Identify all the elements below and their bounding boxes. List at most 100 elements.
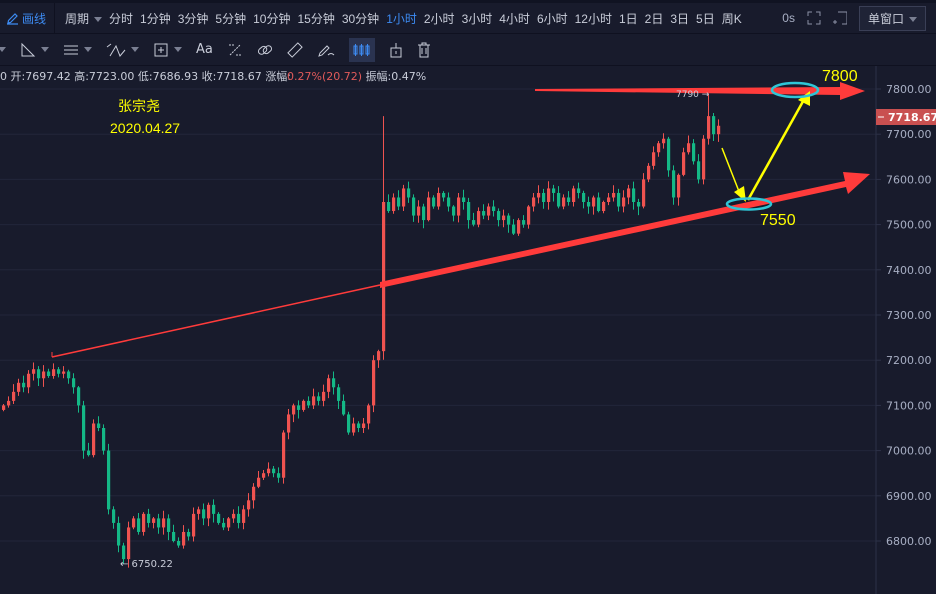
candle [582,190,586,209]
trend-line-thin[interactable] [51,284,381,358]
candlestick-chart[interactable]: 7800.00 7700.00 7600.00 7500.00 7400.00 7300.… [0,66,936,594]
candle [617,188,621,212]
period-10分钟[interactable]: 10分钟 [253,11,291,26]
candle-body [202,509,206,519]
candle-body [127,527,131,560]
period-dropdown[interactable]: 周期 [65,10,103,27]
period-1分钟[interactable]: 1分钟 [140,11,171,26]
pencil-tool[interactable] [317,38,335,62]
ruler-tool[interactable] [287,38,303,62]
delete-tool[interactable] [417,38,431,62]
candle-body [472,220,476,225]
period-1日[interactable]: 1日 [618,11,638,26]
candle [642,173,646,209]
candle-body [697,161,701,180]
fullscreen-icon[interactable] [807,11,821,25]
period-4小时[interactable]: 4小时 [499,11,530,26]
up-arrow-line[interactable] [746,95,808,201]
period-5日[interactable]: 5日 [696,11,715,26]
candle [257,470,261,489]
period-3分钟[interactable]: 3分钟 [177,11,209,26]
candle [637,198,641,216]
candle [357,421,361,433]
candle-body [497,211,501,221]
candle-body [542,192,546,202]
link-tool[interactable] [257,38,273,62]
period-15分钟[interactable]: 15分钟 [297,11,335,26]
target-ellipse-high[interactable] [770,81,820,99]
add-window-icon[interactable] [832,11,847,25]
candle-body [22,382,26,388]
candle [662,133,666,149]
low-marker: ← 6750.22 [120,559,173,570]
candle [697,154,701,184]
trash-icon [417,42,430,57]
candle [442,191,446,202]
candle-body [32,369,36,374]
candle-body [87,450,91,456]
target-ellipse-low[interactable] [725,197,773,211]
candle [507,213,511,233]
candle [717,119,721,142]
candle [352,417,356,436]
tool-dropdown[interactable] [0,38,6,62]
candle-body [597,197,601,212]
ruler-icon [287,41,303,58]
candle [422,203,426,229]
candle [92,419,96,458]
user-drawings[interactable]: 7800 7550 张宗尧 2020.04.27 7790 → ← 6750.2… [51,68,870,570]
window-mode-select[interactable]: 单窗口 [858,5,926,31]
trend-arrow[interactable] [380,172,870,288]
candle-body [302,400,306,410]
chevron-down-icon [41,47,49,52]
candle-body [562,197,566,207]
candle-body [362,423,366,428]
candle [542,188,546,209]
draw-button[interactable]: 画线 [0,3,56,33]
candle [172,524,176,543]
period-5分钟[interactable]: 5分钟 [215,11,247,26]
candle [242,505,246,530]
amplitude-value: 振幅:0.47% [365,70,427,83]
period-1小时[interactable]: 1小时 [386,11,417,26]
period-2日[interactable]: 2日 [644,11,664,26]
candle-body [462,197,466,202]
candle-body [232,513,236,519]
triangle-tool[interactable] [20,38,49,62]
period-30分钟[interactable]: 30分钟 [341,11,380,26]
candle-body [672,170,676,198]
candle-body [172,531,176,541]
period-6小时[interactable]: 6小时 [536,11,568,26]
candle [152,517,156,529]
candle [362,418,366,433]
candle [707,93,711,145]
parallel-tool[interactable] [63,38,92,62]
candle [277,467,281,483]
period-12小时[interactable]: 12小时 [574,11,612,26]
candle [452,205,456,222]
candle-tool[interactable] [348,37,375,62]
price-tick-label: 6800.00 [886,535,932,548]
period-分时[interactable]: 分时 [109,11,134,26]
candle-body [77,387,81,406]
period-3小时[interactable]: 3小时 [461,11,493,26]
candle [282,430,286,484]
candle-body [687,143,691,153]
candle [112,506,116,529]
candle-body [632,188,636,202]
text-tool[interactable]: Aa [196,42,213,57]
measure-tool[interactable] [227,38,243,62]
refresh-interval[interactable]: 0s [782,11,795,25]
period-周K[interactable]: 周K [721,11,742,26]
candle [607,192,611,206]
fib-tool[interactable] [106,38,139,62]
lock-tool[interactable] [389,38,403,62]
down-arrow-line[interactable] [721,147,741,195]
candle [47,368,51,378]
period-2小时[interactable]: 2小时 [423,11,455,26]
candle-body [192,513,196,537]
resistance-arrow[interactable] [535,82,865,100]
rect-tool[interactable] [153,38,182,62]
period-3日[interactable]: 3日 [670,11,690,26]
candle-body [132,518,136,528]
